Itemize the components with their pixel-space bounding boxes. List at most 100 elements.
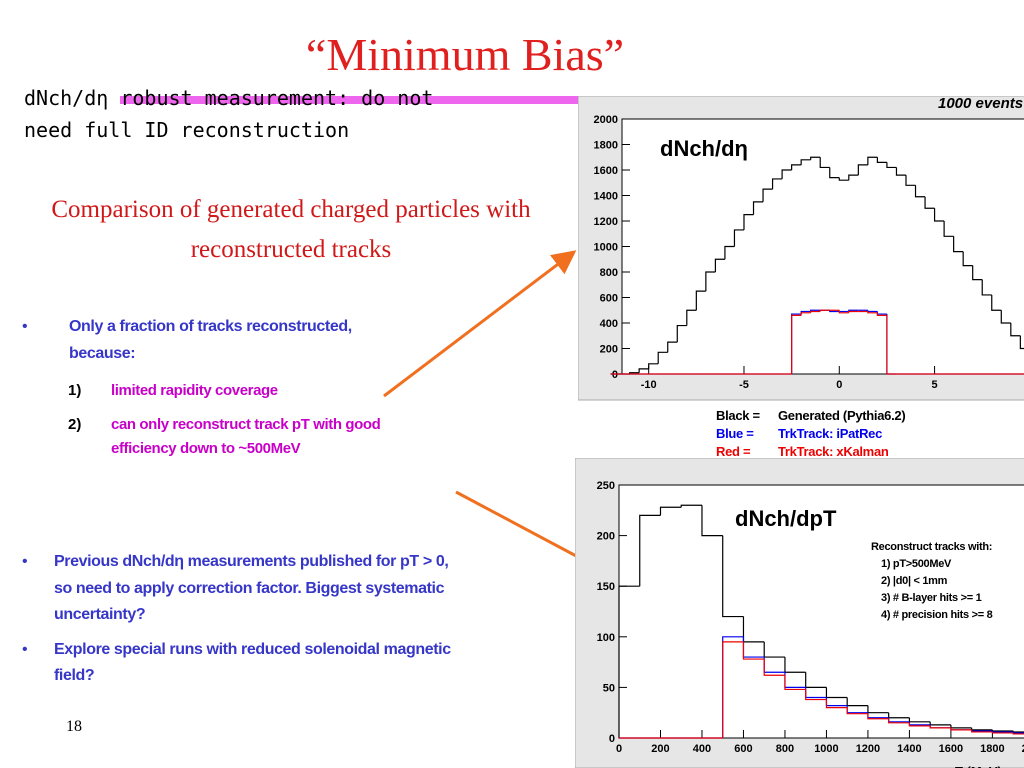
histogram-bin bbox=[742, 641, 765, 660]
histogram-bin bbox=[886, 315, 897, 375]
x-tick-label: 5 bbox=[932, 379, 938, 391]
chart-title: dNch/dη bbox=[660, 136, 748, 161]
y-tick-label: 250 bbox=[597, 480, 615, 492]
histogram-bin bbox=[848, 310, 859, 313]
histogram-bin bbox=[867, 311, 878, 314]
x-tick-label: 0 bbox=[616, 743, 622, 755]
item-text: limited rapidity coverage bbox=[111, 382, 278, 399]
histogram-bin bbox=[659, 506, 682, 516]
intro-text: need full ID reconstruction bbox=[24, 118, 350, 142]
histogram-bin bbox=[743, 214, 754, 230]
y-tick-label: 100 bbox=[597, 632, 615, 644]
y-tick-label: 0 bbox=[609, 733, 615, 745]
histogram-bin bbox=[648, 363, 659, 369]
histogram-bin bbox=[933, 208, 945, 222]
annotation: 2) |d0| < 1mm bbox=[881, 575, 948, 587]
histogram-bin bbox=[971, 729, 993, 733]
histogram-bin bbox=[876, 157, 887, 163]
histogram-bin bbox=[639, 514, 661, 587]
histogram-bin bbox=[762, 188, 773, 202]
histogram-bin bbox=[722, 641, 744, 738]
histogram-bin bbox=[857, 164, 868, 176]
y-tick-label: 200 bbox=[597, 531, 615, 543]
item-number: 1) bbox=[68, 382, 82, 399]
page-number: 18 bbox=[66, 718, 82, 735]
bullet-text: Explore special runs with reduced soleno… bbox=[54, 641, 451, 658]
legend-label: TrkTrack: xKalman bbox=[778, 444, 889, 459]
annotation: 3) # B-layer hits >= 1 bbox=[881, 592, 982, 604]
histogram-bin bbox=[838, 310, 849, 314]
legend-label: TrkTrack: iPatRec bbox=[778, 426, 882, 441]
histogram-bin bbox=[943, 221, 954, 237]
histogram-bin bbox=[784, 675, 806, 691]
x-tick-label: 1200 bbox=[856, 743, 880, 755]
bullet-text: field? bbox=[54, 667, 95, 684]
comparison-text: Comparison of generated charged particle… bbox=[51, 196, 531, 223]
y-tick-label: 1600 bbox=[594, 165, 618, 177]
histogram-bin bbox=[1019, 335, 1024, 350]
histogram-bin bbox=[791, 314, 802, 374]
histogram-bin bbox=[667, 341, 678, 353]
histogram-bin bbox=[929, 725, 951, 729]
y-tick-label: 200 bbox=[600, 344, 618, 356]
annotation: 4) # precision hits >= 8 bbox=[881, 609, 993, 621]
histogram-bin bbox=[1010, 323, 1021, 337]
annotation: 1000 events bbox=[938, 96, 1023, 112]
histogram-bin bbox=[722, 535, 744, 618]
histogram-bin bbox=[908, 722, 931, 727]
histogram-bin bbox=[733, 229, 744, 247]
histogram-bin bbox=[991, 731, 1014, 734]
histogram-bin bbox=[825, 699, 848, 709]
chart-title: dNch/dpT bbox=[735, 506, 837, 531]
histogram-bin bbox=[848, 174, 859, 181]
x-tick-label: 400 bbox=[693, 743, 711, 755]
y-tick-label: 600 bbox=[600, 293, 618, 305]
y-tick-label: 50 bbox=[603, 682, 615, 694]
item-number: 2) bbox=[68, 416, 82, 433]
histogram-bin bbox=[838, 177, 849, 181]
legend-key: Black = bbox=[716, 408, 761, 423]
histogram-bin bbox=[914, 185, 926, 198]
histogram-bin bbox=[1000, 310, 1011, 324]
bullet-text: because: bbox=[69, 345, 136, 362]
bullet-text: uncertainty? bbox=[54, 606, 146, 623]
x-tick-label: 1600 bbox=[939, 743, 963, 755]
x-tick-label: 2000 bbox=[1022, 743, 1024, 755]
y-tick-label: 1000 bbox=[594, 242, 618, 254]
x-tick-label: 1800 bbox=[980, 743, 1004, 755]
legend: Black = Generated (Pythia6.2) Blue = TrkTra… bbox=[716, 408, 906, 459]
histogram-bin bbox=[763, 659, 785, 676]
x-tick-label: 1000 bbox=[814, 743, 838, 755]
histogram-bin bbox=[1012, 732, 1024, 735]
histogram-bin bbox=[846, 707, 868, 715]
item-text: efficiency down to ~500MeV bbox=[111, 440, 301, 457]
chart: 0 50 100 150 200 250 0 200 400 600 800 1000 1200 1400… bbox=[575, 458, 1024, 768]
y-tick-label: 150 bbox=[597, 581, 615, 593]
chart: 0 200 400 600 800 1000 1200 1400 1600 1800 2000 -10… bbox=[578, 96, 1024, 401]
comparison-text: reconstructed tracks bbox=[190, 236, 392, 263]
histogram-bin bbox=[905, 175, 916, 186]
histogram-bin bbox=[705, 271, 716, 292]
legend-label: Generated (Pythia6.2) bbox=[778, 408, 905, 423]
histogram-bin bbox=[680, 504, 702, 508]
title-rule bbox=[120, 96, 1024, 104]
arrow bbox=[383, 250, 577, 398]
histogram-bin bbox=[752, 201, 764, 215]
histogram-bin bbox=[981, 279, 992, 296]
x-tick-label: -5 bbox=[739, 379, 749, 391]
histogram-bin bbox=[686, 309, 697, 326]
x-tick-label: 800 bbox=[776, 743, 794, 755]
histogram-bin bbox=[819, 309, 830, 312]
x-tick-label: -10 bbox=[641, 379, 657, 391]
histogram-bin bbox=[657, 351, 668, 364]
histogram-bin bbox=[888, 718, 910, 724]
intro-text: dNch/dη robust measurement: do not bbox=[24, 86, 434, 110]
histogram-bin bbox=[800, 312, 811, 316]
x-tick-label: 1400 bbox=[897, 743, 921, 755]
annotation: Reconstruct tracks with: bbox=[871, 541, 992, 553]
bullet-dot: • bbox=[22, 641, 28, 658]
item-text: can only reconstruct track pT with good bbox=[111, 416, 381, 433]
histogram-bin bbox=[950, 727, 972, 731]
histogram-bin bbox=[771, 178, 783, 190]
